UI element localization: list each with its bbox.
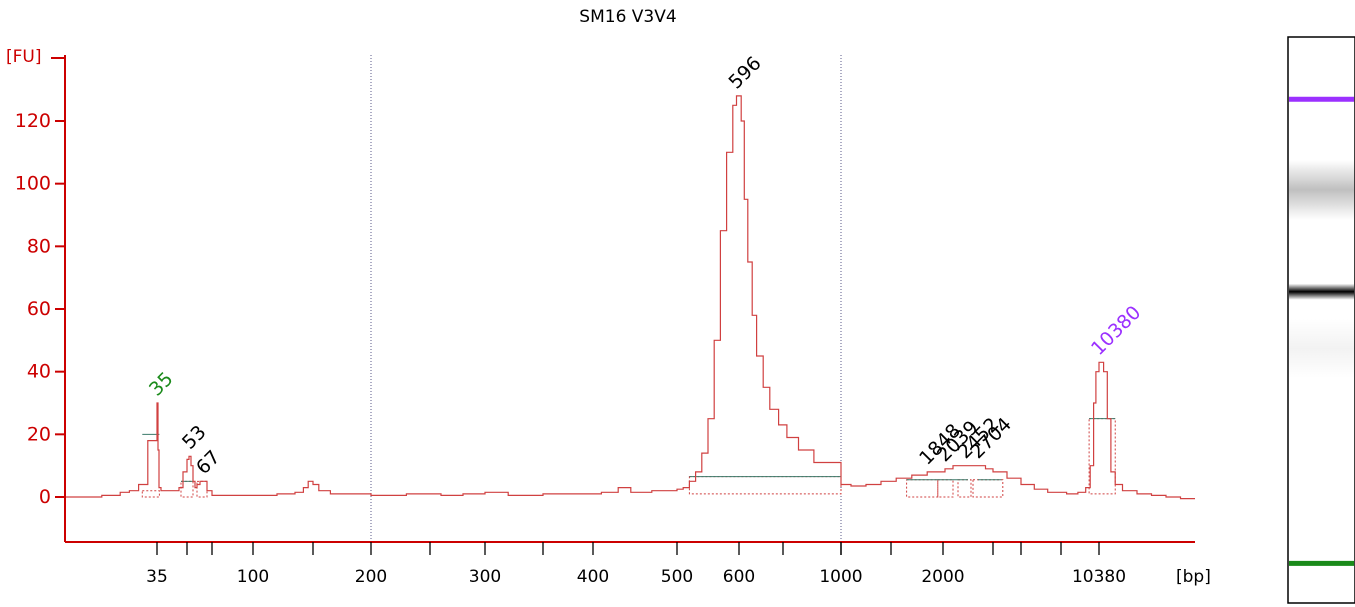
peak-label-596: 596 [724,52,765,93]
x-tick-label-10380: 10380 [1072,567,1126,587]
x-tick-label-1000: 1000 [819,567,862,587]
peak-box-5 [937,479,954,498]
y-tick-label-60: 60 [27,298,51,320]
peak-box-2 [196,480,208,498]
x-axis-label: [bp] [1176,567,1211,587]
gel-band-4 [1289,560,1354,566]
y-axis-label: [FU] [6,47,42,67]
y-tick-label-80: 80 [27,235,51,257]
x-tick-label-35: 35 [146,567,168,587]
trace-layer [65,95,1195,500]
x-tick-label-600: 600 [723,567,755,587]
peak-box-6 [957,479,972,498]
y-tick-label-40: 40 [27,361,51,383]
peak-label-35: 35 [145,368,178,401]
gel-band-0 [1289,96,1354,102]
series-line-0 [65,95,1195,500]
x-tick-label-500: 500 [661,567,693,587]
x-tick-label-100: 100 [237,567,269,587]
y-tick-label-20: 20 [27,423,51,445]
gel-image [1287,36,1355,604]
peak-box-7 [972,479,1004,498]
peak-box-4 [906,479,939,498]
x-tick-label-300: 300 [469,567,501,587]
peak-label-10380: 10380 [1087,301,1145,359]
y-tick-label-120: 120 [15,110,51,132]
peak-box-3 [688,476,842,495]
chart-title: SM16 V3V4 [579,7,676,27]
vertical-gridlines [370,55,842,542]
gel-band-3 [1289,318,1354,379]
gel-band-1 [1289,159,1354,220]
x-tick-label-2000: 2000 [921,567,964,587]
x-tick-label-200: 200 [355,567,387,587]
peak-label-67: 67 [192,446,225,479]
peak-box-0 [141,490,160,498]
gel-band-2 [1289,283,1354,300]
y-tick-label-0: 0 [39,486,51,508]
x-tick-label-400: 400 [577,567,609,587]
y-tick-label-100: 100 [15,173,51,195]
axes: 0 20 40 60 80 100 120 35 100 200 300 400 500 600 1000 2… [15,55,1195,587]
